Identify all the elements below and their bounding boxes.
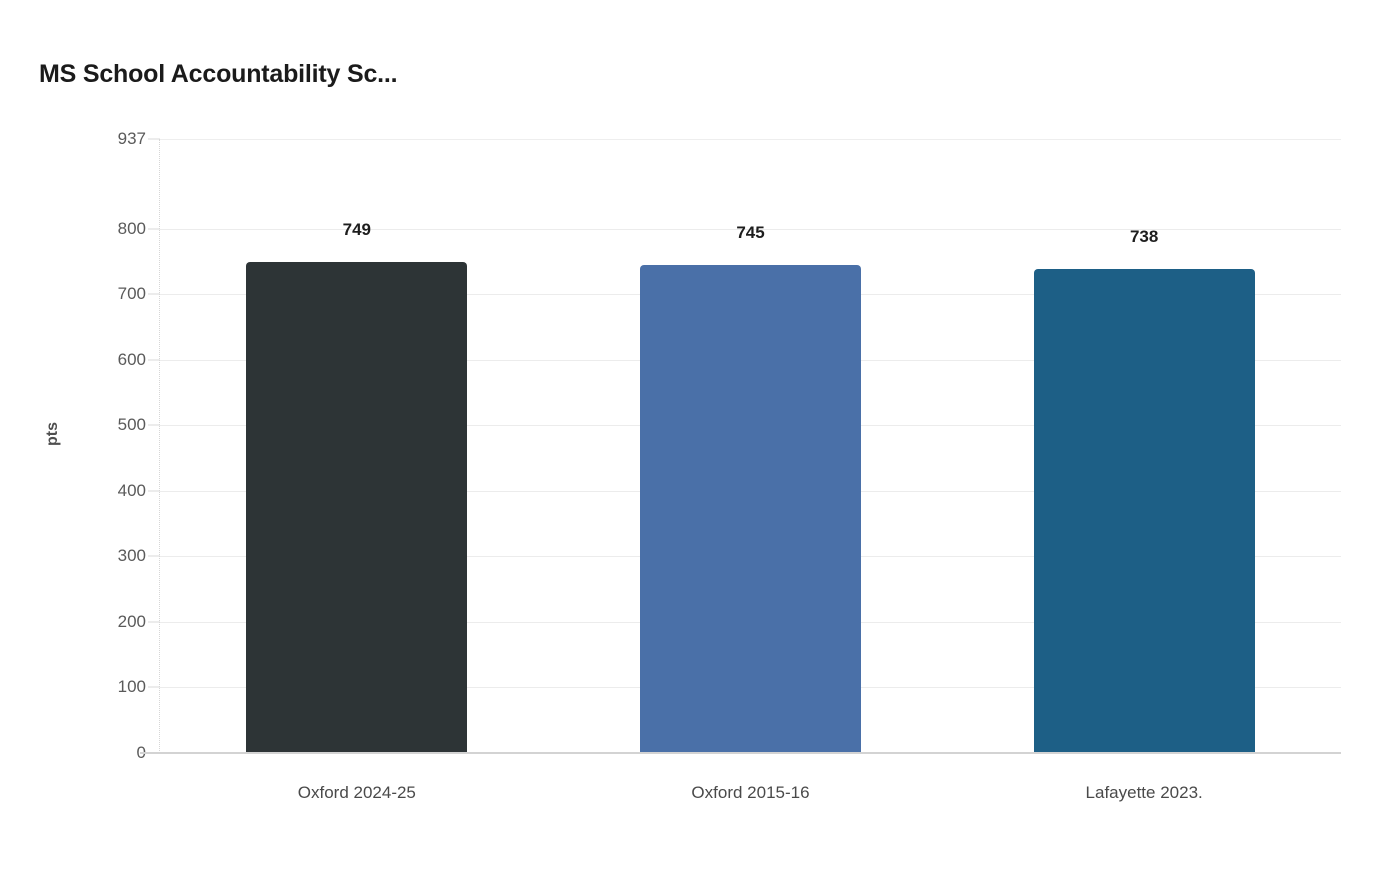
y-tick-label: 937 — [117, 129, 146, 148]
y-axis-spine — [159, 139, 160, 753]
y-tick-label: 300 — [117, 546, 146, 566]
chart-title: MS School Accountability Sc... — [39, 60, 398, 88]
y-tick-label: 500 — [117, 415, 146, 435]
y-tick-mark — [148, 621, 160, 623]
bar[interactable] — [246, 262, 468, 753]
y-tick-mark — [148, 555, 160, 557]
x-axis-line — [140, 752, 1341, 754]
bar[interactable] — [640, 264, 861, 753]
gridline — [160, 139, 1341, 140]
y-tick-mark — [148, 424, 160, 426]
y-tick-label: 700 — [117, 284, 146, 304]
y-tick-mark — [148, 490, 160, 492]
y-tick-mark — [148, 686, 160, 688]
x-tick-label: Oxford 2024-25 — [297, 783, 416, 802]
y-tick-label: 400 — [117, 480, 146, 500]
y-tick-label: 100 — [117, 677, 146, 697]
y-tick-label: 600 — [117, 349, 146, 369]
gridline — [160, 228, 1341, 230]
y-tick-mark — [148, 138, 160, 140]
plot-area — [160, 139, 1341, 754]
y-axis-title: pts — [44, 422, 61, 446]
bar-value-label: 745 — [736, 222, 765, 242]
y-tick-mark — [148, 228, 160, 230]
y-tick-mark — [148, 293, 160, 295]
y-tick-mark — [148, 359, 160, 361]
bar[interactable] — [1033, 269, 1255, 753]
x-tick-label: Lafayette 2023. — [1085, 783, 1203, 802]
x-tick-label: Oxford 2015-16 — [691, 783, 810, 802]
y-tick-label: 800 — [117, 218, 146, 238]
y-tick-label: 200 — [117, 611, 146, 631]
bar-value-label: 738 — [1129, 227, 1159, 247]
bar-value-label: 749 — [342, 220, 372, 240]
